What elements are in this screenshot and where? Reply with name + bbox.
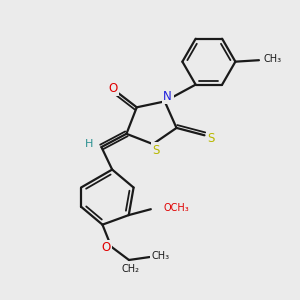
Text: S: S bbox=[207, 132, 214, 145]
Text: H: H bbox=[85, 139, 93, 148]
Text: OCH₃: OCH₃ bbox=[163, 203, 189, 213]
Text: CH₂: CH₂ bbox=[122, 264, 140, 274]
Text: O: O bbox=[109, 82, 118, 95]
Text: O: O bbox=[101, 242, 111, 254]
Text: N: N bbox=[163, 90, 172, 103]
Text: CH₃: CH₃ bbox=[152, 251, 170, 261]
Text: CH₃: CH₃ bbox=[263, 54, 281, 64]
Text: S: S bbox=[152, 144, 160, 157]
